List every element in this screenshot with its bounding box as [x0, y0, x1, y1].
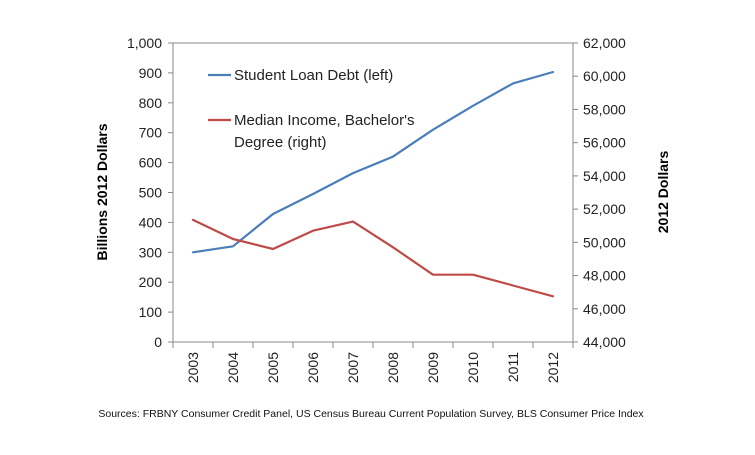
right-tick-label: 62,000: [583, 35, 626, 51]
series-line-median-income: [191, 218, 555, 298]
legend: Student Loan Debt (left) Median Income, B…: [208, 67, 414, 151]
x-tick-label: 2011: [505, 352, 521, 382]
right-tick-label: 54,000: [583, 168, 626, 184]
x-axis-ticks: 2003 2004 2005 2006 2007 2008 2009 2010 2011 2012: [172, 342, 574, 383]
right-tick-label: 60,000: [583, 68, 626, 84]
left-tick-label: 0: [154, 334, 162, 350]
right-tick-label: 50,000: [583, 234, 626, 250]
left-tick-label: 200: [139, 274, 163, 290]
left-tick-label: 500: [139, 185, 163, 201]
legend-label: Student Loan Debt (left): [234, 67, 393, 84]
right-tick-label: 58,000: [583, 101, 626, 117]
series-lines: [191, 70, 555, 298]
left-tick-label: 800: [139, 95, 163, 111]
x-tick-label: 2009: [425, 352, 441, 383]
series-line-student-loan-debt: [191, 70, 555, 254]
right-axis-ticks: 44,000 46,000 48,000 50,000 52,000 54,000 56,0…: [573, 35, 626, 350]
left-tick-label: 600: [139, 155, 163, 171]
left-axis-ticks: 0 100 200 300 400 500 600 700 800 900 1,000: [127, 35, 173, 350]
x-tick-label: 2010: [465, 352, 481, 383]
x-tick-label: 2006: [305, 352, 321, 383]
plot-frame: [172, 42, 574, 343]
y-axis-left-title: Billions 2012 Dollars: [94, 123, 110, 260]
left-tick-label: 400: [139, 214, 163, 230]
x-tick-label: 2007: [345, 352, 361, 383]
right-tick-label: 52,000: [583, 201, 626, 217]
left-tick-label: 700: [139, 125, 163, 141]
x-tick-label: 2005: [265, 352, 281, 383]
left-tick-label: 300: [139, 244, 163, 260]
source-note: Sources: FRBNY Consumer Credit Panel, US…: [98, 408, 644, 420]
plot-area-border: [172, 42, 574, 343]
x-tick-label: 2012: [545, 352, 561, 383]
right-tick-label: 46,000: [583, 301, 626, 317]
x-tick-label: 2004: [225, 352, 241, 383]
x-tick-label: 2008: [385, 352, 401, 383]
right-tick-label: 56,000: [583, 135, 626, 151]
left-tick-label: 900: [139, 65, 163, 81]
legend-label: Median Income, Bachelor's: [234, 112, 414, 129]
left-tick-label: 1,000: [127, 35, 162, 51]
x-tick-label: 2003: [185, 352, 201, 383]
right-tick-label: 48,000: [583, 268, 626, 284]
left-tick-label: 100: [139, 304, 163, 320]
right-tick-label: 44,000: [583, 334, 626, 350]
y-axis-right-title: 2012 Dollars: [655, 151, 671, 234]
legend-label: Degree (right): [234, 134, 327, 151]
